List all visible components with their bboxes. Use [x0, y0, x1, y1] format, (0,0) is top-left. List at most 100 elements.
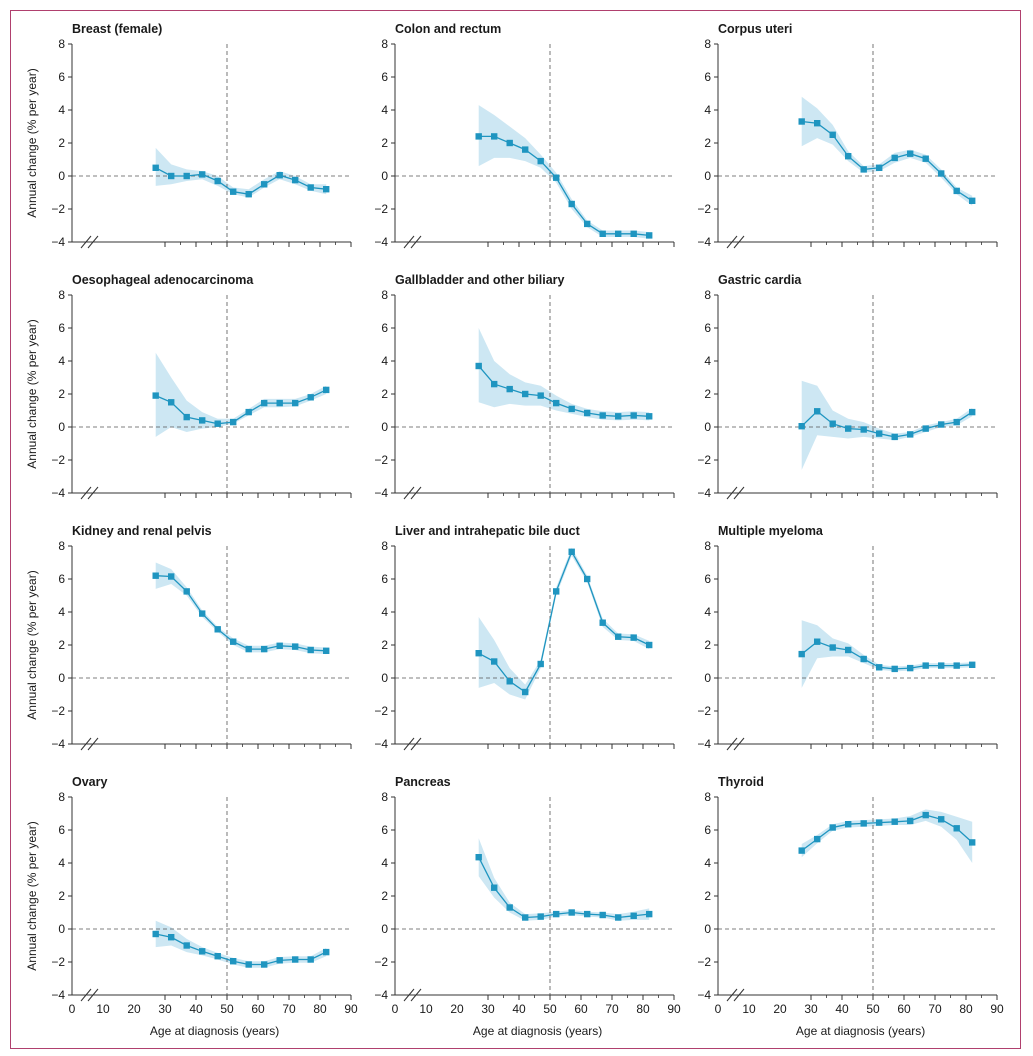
- y-tick-label: 6: [381, 572, 388, 586]
- data-point: [261, 181, 268, 188]
- data-point: [845, 646, 852, 654]
- y-tick-label: −4: [374, 235, 388, 249]
- data-point: [537, 913, 544, 920]
- data-point: [615, 914, 622, 921]
- data-point: [214, 177, 221, 185]
- x-tick-label: 60: [574, 1002, 588, 1016]
- x-tick-label: 40: [835, 1002, 849, 1016]
- axis-break-mark: [403, 235, 415, 249]
- x-tick-label: 90: [990, 1002, 1004, 1016]
- panel-title: Breast (female): [72, 22, 162, 36]
- y-tick-label: 6: [704, 70, 711, 84]
- data-point: [183, 413, 190, 421]
- data-point: [630, 634, 637, 641]
- x-tick-label: 40: [189, 1002, 203, 1016]
- y-tick-label: 8: [704, 288, 711, 302]
- y-tick-label: 2: [58, 136, 65, 150]
- data-point: [814, 835, 821, 843]
- data-point: [323, 948, 330, 956]
- axis-break-mark: [87, 486, 99, 500]
- x-tick-label: 60: [897, 1002, 911, 1016]
- y-tick-label: 2: [704, 889, 711, 903]
- data-point: [522, 914, 529, 921]
- y-tick-label: 2: [704, 638, 711, 652]
- y-tick-label: 6: [58, 823, 65, 837]
- data-point: [646, 910, 653, 918]
- y-tick-label: 8: [704, 37, 711, 51]
- x-tick-label: 70: [605, 1002, 619, 1016]
- data-point: [168, 399, 175, 406]
- y-tick-label: 2: [381, 136, 388, 150]
- axis-break-mark: [80, 235, 92, 249]
- data-point: [891, 665, 898, 673]
- panel-title: Multiple myeloma: [718, 524, 824, 538]
- data-point: [245, 191, 252, 198]
- x-tick-label: 40: [512, 1002, 526, 1016]
- y-tick-label: −2: [374, 704, 388, 718]
- y-tick-label: 4: [704, 605, 711, 619]
- x-tick-label: 20: [450, 1002, 464, 1016]
- data-point: [907, 150, 914, 157]
- data-point: [506, 139, 513, 147]
- data-point: [199, 417, 206, 424]
- y-axis-label: Annual change (% per year): [25, 570, 39, 719]
- y-tick-label: 6: [58, 321, 65, 335]
- data-point: [876, 430, 883, 437]
- y-tick-label: 6: [704, 321, 711, 335]
- x-tick-label: 90: [667, 1002, 681, 1016]
- y-tick-label: 2: [58, 387, 65, 401]
- y-tick-label: 6: [58, 572, 65, 586]
- data-point: [261, 961, 268, 968]
- x-tick-label: 30: [481, 1002, 495, 1016]
- y-tick-label: 4: [704, 354, 711, 368]
- data-point: [183, 588, 190, 595]
- data-point: [292, 176, 299, 184]
- data-point: [907, 664, 914, 672]
- y-tick-label: −2: [51, 704, 65, 718]
- y-tick-label: −2: [697, 453, 711, 467]
- axis-break-mark: [733, 988, 745, 1002]
- y-tick-label: 0: [704, 169, 711, 183]
- y-tick-label: −4: [51, 988, 65, 1002]
- panel-title: Pancreas: [395, 775, 451, 789]
- y-tick-label: 8: [58, 288, 65, 302]
- data-point: [491, 133, 498, 140]
- x-tick-label: 80: [313, 1002, 327, 1016]
- data-point: [491, 380, 498, 388]
- data-point: [475, 133, 482, 140]
- y-tick-label: 8: [381, 37, 388, 51]
- y-tick-label: 0: [704, 922, 711, 936]
- data-point: [584, 220, 591, 228]
- data-point: [938, 816, 945, 823]
- data-point: [829, 131, 836, 138]
- data-point: [276, 642, 283, 649]
- data-point: [845, 425, 852, 432]
- y-tick-label: 2: [58, 638, 65, 652]
- x-tick-label: 70: [282, 1002, 296, 1016]
- data-point: [506, 904, 513, 911]
- y-tick-label: 2: [704, 136, 711, 150]
- y-tick-label: 0: [58, 922, 65, 936]
- y-tick-label: −4: [697, 988, 711, 1002]
- data-point: [814, 638, 821, 645]
- data-point: [599, 230, 606, 237]
- y-tick-label: −4: [697, 486, 711, 500]
- confidence-band: [801, 620, 973, 688]
- data-point: [646, 232, 653, 239]
- y-tick-label: −2: [697, 955, 711, 969]
- x-tick-label: 20: [127, 1002, 141, 1016]
- data-point: [615, 633, 622, 640]
- data-point: [230, 188, 237, 195]
- y-tick-label: 4: [58, 856, 65, 870]
- x-tick-label: 60: [251, 1002, 265, 1016]
- data-point: [199, 171, 206, 178]
- data-point: [261, 645, 268, 653]
- data-point: [245, 645, 252, 653]
- y-tick-label: 0: [381, 420, 388, 434]
- y-tick-label: −4: [51, 235, 65, 249]
- data-point: [307, 184, 314, 191]
- axis-break-mark: [403, 988, 415, 1002]
- x-axis-label: Age at diagnosis (years): [796, 1024, 925, 1038]
- axis-break-mark: [87, 235, 99, 249]
